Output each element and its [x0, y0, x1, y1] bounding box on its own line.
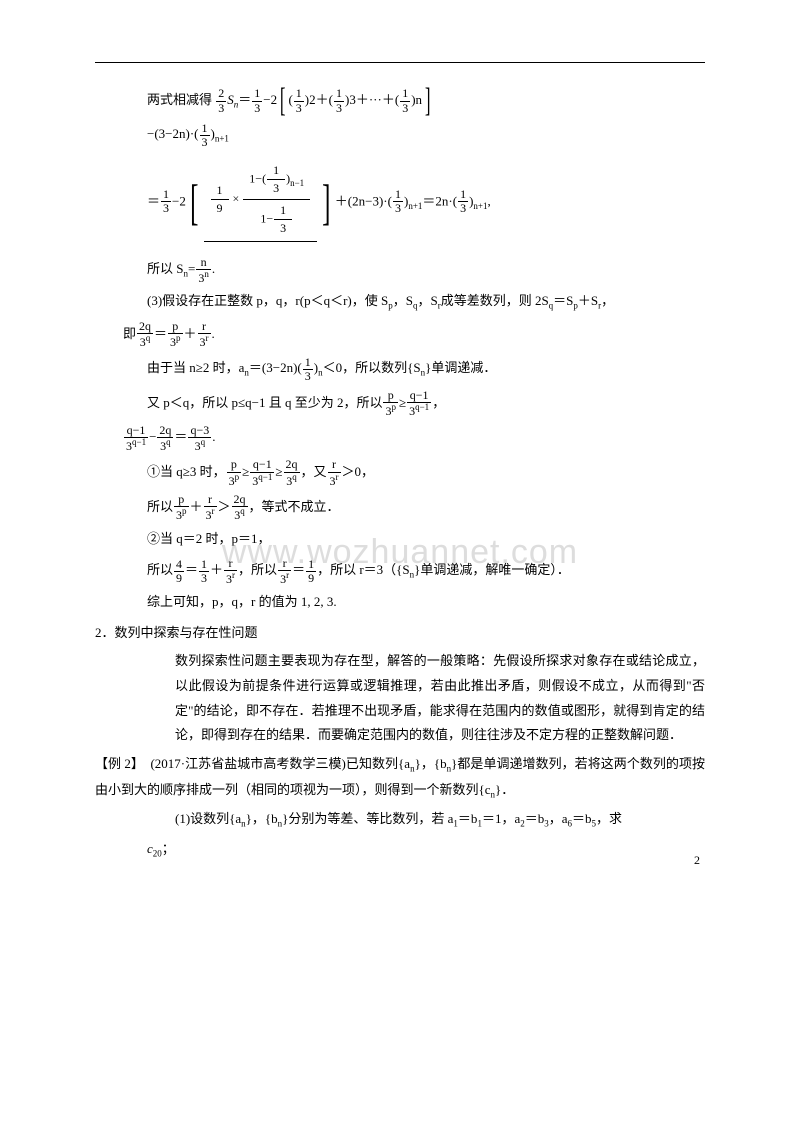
para-explore: 数列探索性问题主要表现为存在型，解答的一般策略：先假设所探求对象存在或结论成立，…	[95, 649, 705, 748]
part3: (3)假设存在正整数 p，q，r(p＜q＜r)，使 Sp，Sq，Sr成等差数列，…	[95, 289, 705, 315]
t: 【例 2】 (2017·江苏省盐城市高考数学三模)已知数列{a	[95, 756, 410, 771]
t: ，所以	[238, 562, 277, 577]
eq-sn: 所以 Sn=n3n.	[95, 254, 705, 285]
example-2-p1: (1)设数列{an}，{bn}分别为等差、等比数列，若 a1＝b1＝1，a2＝b…	[95, 807, 705, 833]
t: ；	[162, 841, 175, 856]
t: ，等式不成立．	[249, 499, 340, 514]
t: ，S	[417, 293, 437, 308]
t: }．	[495, 782, 514, 797]
t: 2＋	[309, 92, 329, 107]
t: ，	[601, 293, 614, 308]
frac: n3n	[196, 256, 211, 285]
frac-diff: q−13q−1−2q3q＝q−33q.	[95, 422, 705, 453]
frac: 13	[199, 558, 209, 585]
section-2: 2．数列中探索与存在性问题	[95, 621, 705, 646]
t: }单调递减，解唯一确定）．	[414, 562, 570, 577]
page-content: 两式相减得 23Sn＝13−2[(13)2＋(13)3＋···＋(13)n] −…	[95, 85, 705, 863]
eq-frac-pqr: 即2q3q＝p3p＋r3r.	[95, 319, 705, 350]
frac: 13	[458, 188, 468, 215]
text: −(3−2n)·	[147, 126, 194, 141]
t: ①当 q≥3 时，	[147, 464, 226, 479]
eq-line-1b: −(3−2n)·(13)n+1	[95, 119, 705, 149]
t: ＝1，a	[482, 811, 520, 826]
frac: 19	[306, 558, 316, 585]
bigfrac: 19 × 1−(13)n−11−13	[204, 158, 318, 247]
frac: p3p	[383, 389, 398, 418]
t: n	[416, 92, 423, 107]
frac: 13	[200, 122, 210, 149]
frac: 49	[174, 558, 184, 585]
t: 3＋···＋	[349, 92, 395, 107]
frac: 13	[294, 87, 304, 114]
t: ＝S	[553, 293, 573, 308]
frac: r3r	[204, 493, 217, 522]
frac: 13	[400, 87, 410, 114]
t: ＞0，	[342, 464, 375, 479]
frac: 13	[252, 87, 262, 114]
t: ＝b	[525, 811, 545, 826]
frac: 13	[334, 87, 344, 114]
t: =	[188, 261, 195, 276]
t: }，{b	[415, 756, 447, 771]
t: ＝b	[458, 811, 478, 826]
eq-line-1c: ＝13−2[19 × 1−(13)n−11−13]＋(2n−3)·(13)n+1…	[95, 158, 705, 247]
t: 即	[123, 326, 136, 341]
frac: 2q3q	[137, 320, 153, 349]
t: 又 p＜q，所以 p≤q−1 且 q 至少为 2，所以	[147, 395, 382, 410]
frac: q−13q−1	[124, 424, 148, 453]
t: }单调递减．	[425, 360, 496, 375]
t: 所以	[147, 499, 173, 514]
text: 两式相减得	[147, 92, 212, 107]
t: ，又	[301, 464, 327, 479]
t: ＋(2n−3)·	[335, 193, 388, 208]
frac: q−13q−1	[407, 389, 431, 418]
frac: p3p	[168, 320, 183, 349]
t: ＋S	[578, 293, 598, 308]
frac: 13	[161, 188, 171, 215]
t: 成等差数列，则 2S	[441, 293, 549, 308]
frac: 13	[393, 188, 403, 215]
t: ，S	[393, 293, 413, 308]
pq-line: 又 p＜q，所以 p≤q−1 且 q 至少为 2，所以p3p≥q−13q−1，	[95, 388, 705, 419]
frac: p3p	[174, 493, 189, 522]
t: ，所以 r＝3（{S	[317, 562, 410, 577]
t: 所以 S	[147, 261, 183, 276]
t: ＜0，所以数列{S	[323, 360, 421, 375]
example-2: 【例 2】 (2017·江苏省盐城市高考数学三模)已知数列{an}，{bn}都是…	[95, 752, 705, 803]
t: 由于当 n≥2 时，a	[147, 360, 244, 375]
example-2-p1b: c20；	[95, 837, 705, 863]
frac: 13	[303, 356, 313, 383]
t: ＝b	[572, 811, 592, 826]
t: (3)假设存在正整数 p，q，r(p＜q＜r)，使 S	[147, 293, 388, 308]
frac: 2q3q	[284, 458, 300, 487]
header-rule	[95, 62, 705, 63]
t: ＝(3−2n)	[249, 360, 298, 375]
eq-line-1: 两式相减得 23Sn＝13−2[(13)2＋(13)3＋···＋(13)n]	[95, 85, 705, 115]
frac: p3p	[227, 458, 242, 487]
case1: ①当 q≥3 时，p3p≥q−13q−1≥2q3q，又r3r＞0，	[95, 457, 705, 488]
frac: q−13q−1	[250, 458, 274, 487]
case2b: 所以49＝13＋r3r，所以r3r＝19，所以 r＝3（{Sn}单调递减，解唯一…	[95, 555, 705, 586]
frac: 23	[216, 87, 226, 114]
t: ＝2n·	[422, 193, 452, 208]
t: }，{b	[246, 811, 278, 826]
t: (1)设数列{a	[175, 811, 241, 826]
conclusion: 综上可知，p，q，r 的值为 1, 2, 3.	[95, 590, 705, 615]
frac: r3r	[198, 320, 211, 349]
frac: q−33q	[188, 424, 211, 453]
t: 所以	[147, 562, 173, 577]
mono-line: 由于当 n≥2 时，an＝(3−2n)(13)n＜0，所以数列{Sn}单调递减．	[95, 353, 705, 383]
frac: 2q3q	[157, 424, 173, 453]
case2: ②当 q＝2 时，p＝1，	[95, 527, 705, 552]
frac: r3r	[328, 458, 341, 487]
frac: r3r	[278, 557, 291, 586]
t: ，求	[596, 811, 622, 826]
case1b: 所以p3p＋r3r＞2q3q，等式不成立．	[95, 492, 705, 523]
t: }分别为等差、等比数列，若 a	[282, 811, 453, 826]
frac: r3r	[224, 557, 237, 586]
frac: 2q3q	[232, 493, 248, 522]
t: ，a	[549, 811, 568, 826]
